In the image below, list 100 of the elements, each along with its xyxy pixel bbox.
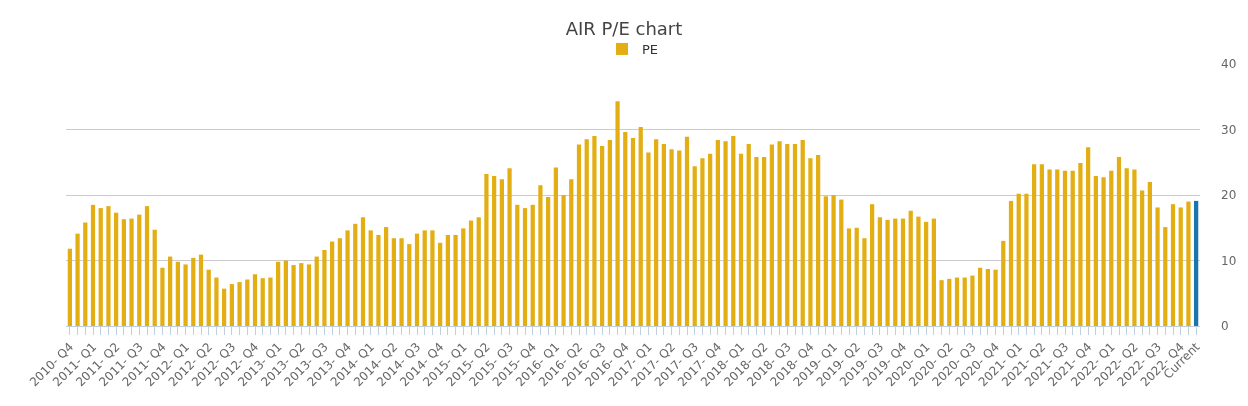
bar <box>299 263 304 326</box>
bar <box>137 214 142 326</box>
bar <box>245 279 250 326</box>
bar <box>152 229 157 326</box>
bar <box>1039 164 1044 326</box>
bar <box>106 206 111 326</box>
bar <box>854 227 859 326</box>
bar <box>1124 168 1129 326</box>
bar <box>268 277 273 326</box>
bar <box>206 269 211 326</box>
bar <box>746 143 751 326</box>
bar <box>831 195 836 326</box>
bar <box>1170 204 1176 326</box>
y-tick-label: 0 <box>1221 319 1229 334</box>
bar <box>1086 147 1091 326</box>
bar <box>553 167 558 326</box>
bar <box>453 234 458 326</box>
bar <box>507 168 512 326</box>
bar <box>144 206 150 326</box>
bar <box>669 149 674 326</box>
bar <box>1186 201 1191 326</box>
bar <box>1047 169 1052 326</box>
bar <box>646 152 651 326</box>
bar <box>314 256 319 326</box>
bar <box>1109 170 1114 326</box>
bar <box>114 212 119 326</box>
bar <box>1024 193 1029 326</box>
bar <box>846 228 852 326</box>
bar <box>692 166 697 326</box>
bar <box>916 216 921 326</box>
bar <box>98 208 103 326</box>
bar <box>939 280 944 326</box>
bar <box>168 256 173 326</box>
bar <box>391 238 396 326</box>
bar <box>823 196 828 326</box>
bar <box>1155 207 1160 326</box>
bar <box>839 199 844 326</box>
bar <box>1116 157 1122 326</box>
bar <box>90 204 96 326</box>
bar <box>862 238 867 326</box>
bar <box>1016 193 1021 326</box>
bar <box>584 139 589 326</box>
bar <box>777 141 782 326</box>
bar <box>816 155 821 326</box>
bar <box>445 234 450 326</box>
bar <box>83 222 88 326</box>
bar <box>800 139 805 326</box>
bar <box>792 143 798 326</box>
bar <box>630 138 636 326</box>
bar <box>908 210 913 326</box>
bar <box>1008 200 1014 326</box>
bar <box>222 288 227 326</box>
bar <box>330 241 335 326</box>
bar <box>684 136 690 326</box>
bar <box>492 176 497 326</box>
bar <box>623 132 628 326</box>
bar <box>762 157 767 326</box>
bar <box>993 269 998 326</box>
bar <box>1194 200 1199 326</box>
bar <box>893 218 898 326</box>
bar <box>260 278 265 326</box>
bar <box>1147 181 1152 326</box>
bar <box>985 269 990 326</box>
bar <box>785 143 790 326</box>
bar <box>715 139 720 326</box>
bar <box>1093 176 1098 326</box>
y-tick-label: 10 <box>1221 253 1237 268</box>
bar <box>468 220 474 326</box>
bar <box>808 158 813 326</box>
bar <box>430 230 435 326</box>
bar <box>283 260 288 326</box>
bar <box>438 242 443 326</box>
bar <box>198 254 204 326</box>
bar <box>522 208 528 326</box>
bar <box>322 250 327 326</box>
bar <box>484 174 489 326</box>
bar <box>900 218 906 326</box>
bar <box>291 265 296 326</box>
bar <box>1178 207 1183 326</box>
bar <box>885 219 890 326</box>
y-tick-label: 30 <box>1221 122 1237 137</box>
bar <box>1055 169 1060 326</box>
bar <box>1101 177 1106 326</box>
bar <box>638 126 643 326</box>
bar <box>337 238 342 326</box>
bar <box>67 248 72 326</box>
bar <box>175 261 180 326</box>
bar <box>592 136 597 326</box>
bar <box>422 230 427 326</box>
bar <box>121 219 126 326</box>
bar <box>970 275 975 326</box>
bar <box>700 158 705 326</box>
bar <box>978 267 983 326</box>
bar <box>414 233 420 326</box>
bar <box>252 274 258 326</box>
legend-label: PE <box>642 42 659 58</box>
y-tick-label: 40 <box>1221 57 1237 72</box>
bar <box>654 139 659 326</box>
bar <box>461 228 466 326</box>
bar <box>607 139 612 326</box>
